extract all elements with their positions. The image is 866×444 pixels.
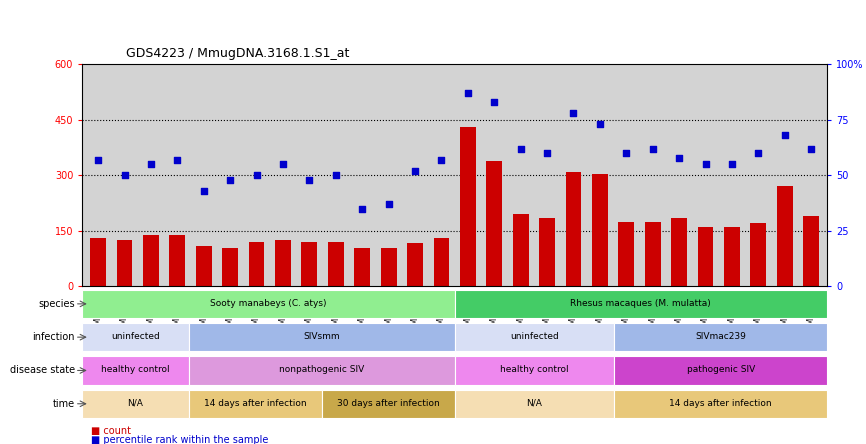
Point — [725, 161, 739, 168]
Point — [355, 205, 369, 212]
Bar — [196, 246, 211, 286]
Text: 14 days after infection: 14 days after infection — [669, 399, 772, 408]
Text: Sooty manabeys (C. atys): Sooty manabeys (C. atys) — [210, 299, 326, 308]
Bar — [82, 356, 189, 385]
Point — [249, 172, 263, 179]
Text: uninfected: uninfected — [510, 332, 559, 341]
Bar — [724, 227, 740, 286]
Point — [540, 150, 554, 157]
Bar — [189, 356, 455, 385]
Text: healthy control: healthy control — [501, 365, 569, 374]
Bar — [645, 222, 661, 286]
Text: N/A: N/A — [127, 399, 144, 408]
Bar — [455, 356, 614, 385]
Bar — [455, 323, 614, 351]
Point — [488, 99, 501, 106]
Point — [329, 172, 343, 179]
Bar — [614, 389, 827, 418]
Bar — [614, 356, 827, 385]
Bar — [321, 389, 455, 418]
Bar — [513, 214, 528, 286]
Point — [118, 172, 132, 179]
Point — [752, 150, 766, 157]
Text: ■ percentile rank within the sample: ■ percentile rank within the sample — [91, 435, 268, 444]
Bar — [189, 389, 321, 418]
Point — [699, 161, 713, 168]
Text: uninfected: uninfected — [111, 332, 160, 341]
Bar — [275, 240, 291, 286]
Point — [197, 187, 210, 194]
Point — [805, 145, 818, 152]
Text: GDS4223 / MmugDNA.3168.1.S1_at: GDS4223 / MmugDNA.3168.1.S1_at — [126, 47, 349, 60]
Bar — [460, 127, 475, 286]
Point — [276, 161, 290, 168]
Point — [408, 167, 422, 174]
Point — [171, 156, 184, 163]
Bar — [117, 240, 132, 286]
Bar — [671, 218, 687, 286]
Bar — [223, 248, 238, 286]
Text: disease state: disease state — [10, 365, 74, 376]
Bar — [455, 389, 614, 418]
Point — [91, 156, 105, 163]
Bar — [698, 227, 714, 286]
Bar — [249, 242, 264, 286]
Point — [778, 132, 792, 139]
Bar — [143, 234, 158, 286]
Text: species: species — [38, 299, 74, 309]
Text: N/A: N/A — [527, 399, 542, 408]
Bar — [189, 323, 455, 351]
Text: infection: infection — [32, 332, 74, 342]
Point — [514, 145, 527, 152]
Point — [619, 150, 633, 157]
Point — [302, 176, 316, 183]
Bar — [381, 248, 397, 286]
Text: SIVmac239: SIVmac239 — [695, 332, 746, 341]
Bar — [592, 174, 608, 286]
Text: SIVsmm: SIVsmm — [303, 332, 340, 341]
Bar — [354, 248, 370, 286]
Bar — [540, 218, 555, 286]
Bar — [565, 172, 581, 286]
Point — [461, 90, 475, 97]
Bar — [618, 222, 634, 286]
Text: 30 days after infection: 30 days after infection — [337, 399, 440, 408]
Bar — [434, 238, 449, 286]
Point — [223, 176, 237, 183]
Point — [382, 201, 396, 208]
Bar — [487, 161, 502, 286]
Point — [144, 161, 158, 168]
Bar — [82, 289, 455, 318]
Bar — [170, 235, 185, 286]
Bar — [614, 323, 827, 351]
Text: healthy control: healthy control — [101, 365, 170, 374]
Point — [646, 145, 660, 152]
Bar — [82, 389, 189, 418]
Point — [435, 156, 449, 163]
Bar — [751, 223, 766, 286]
Text: ■ count: ■ count — [91, 426, 131, 436]
Point — [672, 154, 686, 161]
Text: nonpathogenic SIV: nonpathogenic SIV — [279, 365, 365, 374]
Bar — [455, 289, 827, 318]
Bar — [328, 242, 344, 286]
Text: time: time — [53, 399, 74, 409]
Bar — [804, 216, 819, 286]
Text: 14 days after infection: 14 days after infection — [204, 399, 307, 408]
Text: Rhesus macaques (M. mulatta): Rhesus macaques (M. mulatta) — [571, 299, 711, 308]
Bar — [301, 242, 317, 286]
Bar — [82, 323, 189, 351]
Bar — [777, 186, 792, 286]
Point — [566, 110, 580, 117]
Bar — [407, 243, 423, 286]
Text: pathogenic SIV: pathogenic SIV — [687, 365, 755, 374]
Point — [593, 121, 607, 128]
Bar — [90, 238, 106, 286]
